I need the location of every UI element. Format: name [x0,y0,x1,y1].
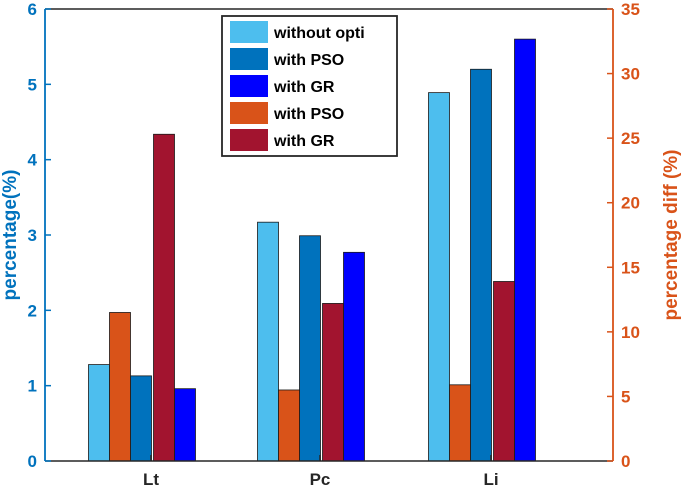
left-tick-group: 0 1 2 3 4 5 6 [28,0,51,471]
left-tick-label-3: 3 [28,226,37,245]
bar-with-pso-left-pc [299,235,321,462]
right-tick-label-25: 25 [621,129,640,148]
right-tick-label-15: 15 [621,258,640,277]
legend-label-with-pso-left: with PSO [273,52,344,69]
bar-with-gr-right-pc [322,303,344,462]
right-axis-label: percentage diff (%) [661,149,682,320]
right-tick-group: 0 5 10 15 20 25 30 35 [607,0,640,471]
left-tick-label-1: 1 [28,377,37,396]
bar-with-pso-right-li [449,384,471,462]
bar-with-pso-left-li [470,68,492,462]
legend-swatch-with-gr-left [230,75,268,97]
right-tick-label-20: 20 [621,194,640,213]
left-tick-label-4: 4 [28,151,38,170]
bar-with-pso-right-lt [109,312,131,462]
legend-swatch-with-pso-right [230,102,268,124]
right-tick-label-35: 35 [621,0,640,19]
left-tick-label-6: 6 [28,0,37,19]
right-tick-label-0: 0 [621,452,630,471]
legend-label-without-opti: without opti [273,25,365,42]
bar-without-opti-left-lt [88,364,110,462]
legend-label-with-gr-right: with GR [273,133,335,150]
bar-with-gr-right-lt [153,133,175,462]
bar-with-gr-left-lt [174,388,196,462]
legend-swatch-with-gr-right [230,129,268,151]
bar-without-opti-left-pc [257,221,279,462]
bar-with-pso-right-pc [278,389,300,462]
bar-with-gr-left-li [514,38,536,462]
legend-swatch-without-opti [230,21,268,43]
x-tick-label-lt: Lt [143,470,159,489]
legend: without opti with PSO with GR with PSO w… [221,15,398,157]
right-tick-label-30: 30 [621,65,640,84]
bar-with-pso-left-lt [130,375,152,462]
bar-group [88,38,536,462]
left-tick-label-2: 2 [28,301,37,320]
right-tick-label-10: 10 [621,323,640,342]
bar-without-opti-left-li [428,92,450,462]
left-tick-label-5: 5 [28,75,37,94]
bar-with-gr-left-pc [343,251,365,462]
legend-label-with-gr-left: with GR [273,79,335,96]
legend-swatch-with-pso-left [230,48,268,70]
left-axis-label: percentage(%) [0,170,21,301]
legend-label-with-pso-right: with PSO [273,106,344,123]
left-tick-label-0: 0 [28,452,37,471]
right-tick-label-5: 5 [621,387,630,406]
x-tick-label-li: Li [483,470,498,489]
x-tick-label-pc: Pc [310,470,331,489]
bar-with-gr-right-li [493,281,515,462]
x-tick-group: Lt Pc Li [143,455,499,489]
